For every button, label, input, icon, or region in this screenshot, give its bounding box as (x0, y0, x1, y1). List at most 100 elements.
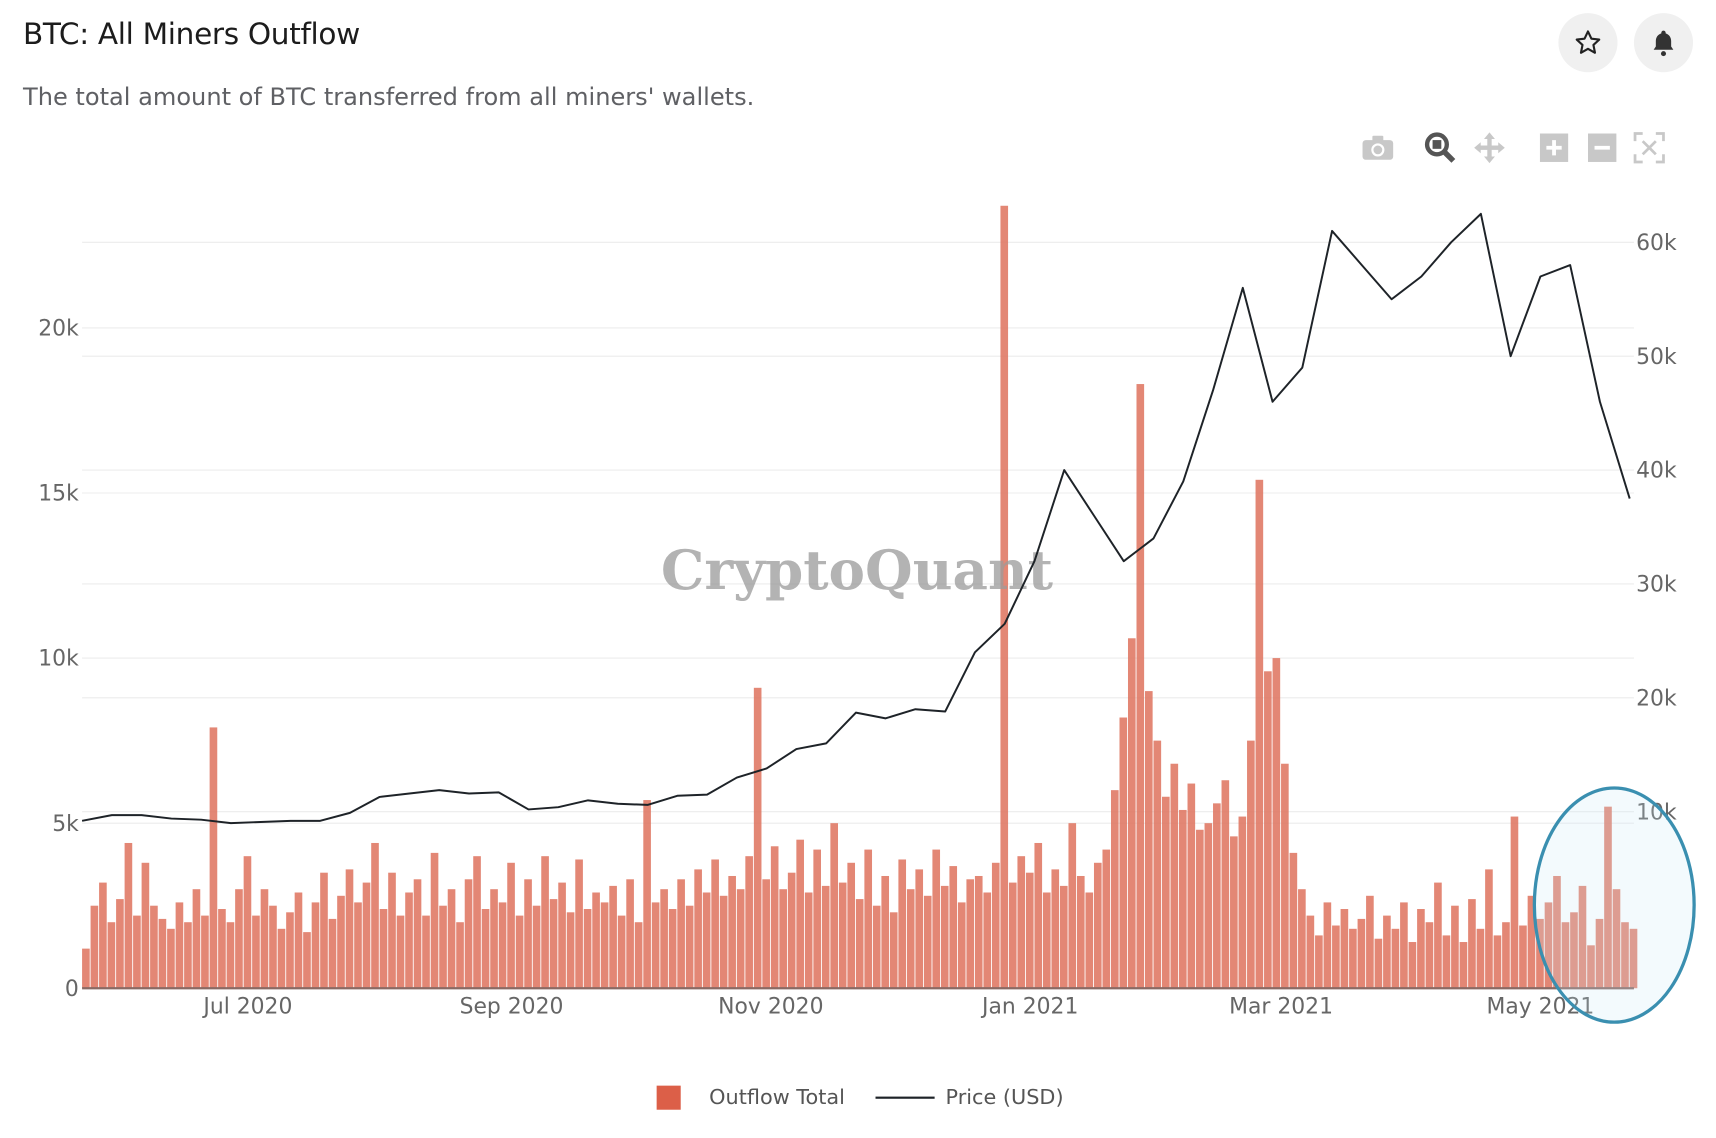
page-title: BTC: All Miners Outflow (22, 17, 361, 52)
autoscale-button[interactable] (1633, 131, 1666, 164)
outflow-bar (1162, 796, 1170, 989)
outflow-bar (277, 928, 286, 989)
outflow-bar (575, 859, 583, 989)
outflow-bar (99, 882, 107, 989)
outflow-bar (1136, 384, 1145, 989)
outflow-bar (804, 892, 813, 989)
outflow-bar (864, 849, 873, 989)
legend-label-outflow: Outflow Total (709, 1085, 845, 1110)
outflow-bar (175, 902, 184, 989)
outflow-bar (770, 846, 779, 989)
outflow-bar (753, 687, 762, 989)
outflow-bar (107, 922, 116, 989)
outflow-bar (872, 905, 881, 989)
outflow-bar (1068, 823, 1077, 989)
outflow-bar (192, 889, 201, 989)
outflow-bar (592, 892, 600, 989)
outflow-bar (286, 912, 294, 989)
outflow-bar (1272, 658, 1281, 989)
outflow-bar (617, 915, 626, 989)
y-left-tick-label: 0 (65, 977, 79, 1002)
outflow-bar (541, 856, 549, 989)
outflow-bar (1366, 895, 1374, 989)
outflow-bar (158, 918, 167, 989)
zoom-in-button[interactable] (1538, 131, 1571, 164)
outflow-bar (1093, 862, 1102, 989)
outflow-bar (889, 912, 898, 989)
outflow-bar (796, 839, 804, 989)
chart-area[interactable]: CryptoQuant 05k10k15k20k10k20k30k40k50k6… (0, 0, 1716, 1051)
outflow-bar (1629, 928, 1638, 989)
outflow-bar (1102, 849, 1111, 989)
zoom-in-icon (1539, 133, 1569, 162)
favorite-button[interactable] (1558, 13, 1618, 73)
outflow-bar (141, 862, 150, 989)
outflow-bar (626, 879, 634, 989)
outflow-bar (1315, 935, 1323, 989)
outflow-bar (498, 902, 507, 989)
outflow-bar (1417, 909, 1425, 989)
outflow-bar (1349, 928, 1357, 989)
outflow-bar (1502, 922, 1510, 989)
outflow-bar (1017, 856, 1026, 989)
zoom-out-icon (1587, 133, 1617, 162)
outflow-bar (1383, 915, 1391, 989)
outflow-bar (702, 892, 711, 989)
outflow-bar (1553, 875, 1561, 989)
outflow-bar (1357, 918, 1366, 989)
y-left-tick-label: 10k (38, 647, 79, 672)
outflow-bar (838, 882, 847, 989)
outflow-bar (1264, 671, 1272, 989)
outflow-bar (787, 872, 796, 989)
download-png-button[interactable] (1361, 131, 1394, 164)
outflow-bar (337, 895, 345, 989)
outflow-bar (116, 899, 124, 989)
bell-icon (1653, 30, 1674, 57)
outflow-bar (677, 879, 685, 989)
outflow-bar (1400, 902, 1408, 989)
outflow-bar (983, 892, 992, 989)
zoom-out-button[interactable] (1586, 131, 1619, 164)
outflow-bar (1127, 638, 1136, 989)
outflow-bar (515, 915, 524, 989)
x-tick-label: Jul 2020 (201, 994, 292, 1019)
outflow-bar (1459, 942, 1468, 989)
pan-button[interactable] (1473, 131, 1506, 164)
outflow-bar (328, 918, 337, 989)
outflow-bar (311, 902, 320, 989)
outflow-bar (1519, 925, 1527, 989)
outflow-bar (133, 915, 141, 989)
outflow-bar (991, 862, 1000, 989)
outflow-bar (1561, 922, 1570, 989)
outflow-bar (371, 842, 379, 989)
outflow-bar (1255, 479, 1264, 989)
outflow-bar (1323, 902, 1332, 989)
outflow-bar (90, 905, 99, 989)
alert-button[interactable] (1633, 13, 1694, 73)
y-right-tick-label: 20k (1636, 687, 1677, 712)
outflow-bar (1179, 809, 1187, 989)
outflow-bar (1025, 872, 1034, 989)
outflow-bar (1612, 889, 1621, 989)
outflow-bar (1476, 928, 1485, 989)
outflow-bar (1085, 892, 1094, 989)
legend: Outflow Total Price (USD) (656, 1085, 1064, 1110)
outflow-bar (583, 909, 592, 989)
outflow-bar (439, 905, 447, 989)
outflow-bar (923, 895, 932, 989)
camera-icon (1362, 135, 1394, 160)
outflow-bar (201, 915, 209, 989)
zoom-icon (1424, 132, 1456, 163)
outflow-bar (405, 892, 413, 989)
outflow-bar (1247, 740, 1255, 989)
outflow-bar (779, 889, 787, 989)
outflow-bar (226, 922, 235, 989)
outflow-bar (609, 885, 617, 989)
y-right-tick-label: 50k (1636, 345, 1677, 370)
y-right-tick-label: 60k (1636, 231, 1677, 256)
outflow-bar (1230, 836, 1238, 989)
zoom-button[interactable] (1424, 131, 1457, 164)
outflow-bar (745, 856, 753, 989)
outflow-bar (345, 869, 354, 989)
price-line (81, 212, 1631, 825)
